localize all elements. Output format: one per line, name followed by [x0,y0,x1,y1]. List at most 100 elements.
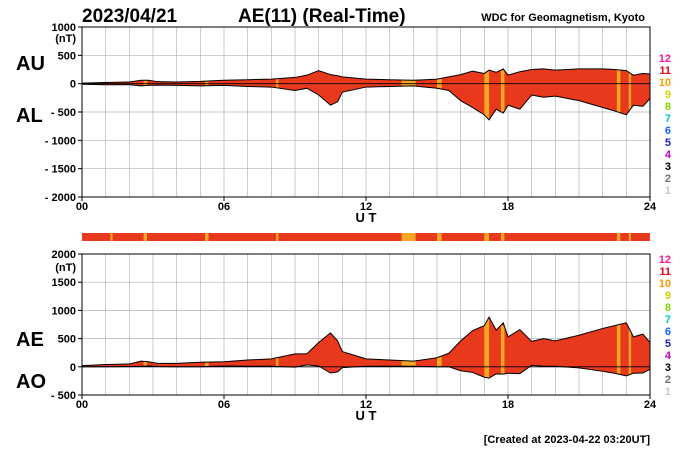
figure-title: AE(11) (Real-Time) [238,6,406,27]
reduced-station-band [628,72,632,112]
x-tick-label: 06 [218,201,230,213]
ae-line [81,316,651,367]
station-count-label: 8 [665,101,671,113]
station-count-label: 5 [665,137,671,149]
ae-label: AE [16,329,44,351]
y-tick-label: 1000 [52,305,76,317]
reduced-station-band [484,317,490,379]
station-count-label: 6 [665,326,671,338]
station-count-label: 11 [659,266,671,278]
unit-label: (nT) [55,262,76,274]
au-label: AU [16,53,45,75]
station-bar-segment [276,233,279,241]
ao-label: AO [16,371,46,393]
x-tick-label: 12 [360,399,372,411]
y-tick-label: 2000 [52,249,76,261]
station-count-label: 3 [665,362,671,374]
station-bar-segment [437,233,442,241]
station-bar-segment [631,233,650,241]
ae-ao-area [82,317,650,379]
station-count-label: 8 [665,302,671,314]
reduced-station-band [276,357,279,367]
station-count-label: 3 [665,161,671,173]
station-count-label: 12 [659,53,671,65]
station-count-label: 7 [665,113,671,125]
station-count-label: 9 [665,89,671,101]
y-tick-label: - 500 [51,390,76,402]
station-bar-segment [110,233,113,241]
au-line [81,68,651,84]
y-tick-label: 500 [58,334,76,346]
station-count-label: 7 [665,314,671,326]
reduced-station-band [143,80,148,86]
y-tick-label: - 1000 [45,135,76,147]
reduced-station-band [500,70,505,112]
station-bar-segment [278,233,402,241]
station-bar-segment [205,233,209,241]
au-al-chart: AU AL (nT) U T 1000 500 0 - 500 - 1000 - 1500… [16,22,657,225]
al-line [81,83,651,121]
y-tick-label: 0 [70,362,76,374]
station-bar-segment [147,233,206,241]
station-bar-segment [628,233,632,241]
y-tick-label: - 2000 [45,192,76,204]
y-tick-label: 1500 [52,277,76,289]
station-bar-segment [112,233,144,241]
station-bar-segment [208,233,277,241]
y-tick-label: 0 [70,79,76,91]
station-bar-segment [500,233,505,241]
source-label: WDC for Geomagnetism, Kyoto [481,12,645,24]
y-tick-label: 500 [58,50,76,62]
unit-label: (nT) [55,33,76,45]
reduced-station-band [616,324,621,375]
reduced-station-band [616,69,621,113]
x-tick-label: 18 [502,201,514,213]
x-tick-label: 12 [360,201,372,213]
reduced-station-band [401,360,416,367]
station-count-label: 11 [659,65,671,77]
station-count-label: 4 [665,149,672,161]
reduced-station-band [628,327,632,375]
y-tick-label: - 1500 [45,164,76,176]
station-count-label: 10 [659,278,671,290]
station-bar-segment [415,233,437,241]
reduced-station-band [205,362,209,367]
station-bar-segment [616,233,621,241]
x-axis-label: U T [356,408,377,423]
station-count-label: 6 [665,125,671,137]
reduced-station-band [143,361,148,367]
station-bar-segment [401,233,416,241]
y-tick-label: 1000 [52,22,76,34]
x-tick-label: 06 [218,399,230,411]
station-bar-segment [484,233,490,241]
station-count-label: 4 [665,350,672,362]
al-label: AL [16,105,43,127]
station-bar-segment [143,233,148,241]
station-bar-segment [620,233,629,241]
plot-frame [81,26,651,198]
x-tick-label: 24 [644,399,657,411]
au-al-area [82,68,650,120]
station-count-label: 1 [665,386,671,398]
reduced-station-band [484,70,490,120]
reduced-station-band [401,79,416,87]
x-tick-label: 00 [76,201,88,213]
created-timestamp: [Created at 2023-04-22 03:20UT] [484,434,651,446]
station-count-label: 1 [665,185,671,197]
station-count-label: 12 [659,254,671,266]
station-count-label: 9 [665,290,671,302]
y-tick-label: - 500 [51,107,76,119]
plot-frame [81,253,651,396]
x-tick-label: 18 [502,399,514,411]
station-bar-segment [504,233,617,241]
date-label: 2023/04/21 [82,6,178,27]
station-bar-segment [441,233,485,241]
reduced-station-band [500,325,505,375]
station-bar-segment [489,233,501,241]
station-count-label: 5 [665,338,671,350]
station-count-label: 10 [659,77,671,89]
